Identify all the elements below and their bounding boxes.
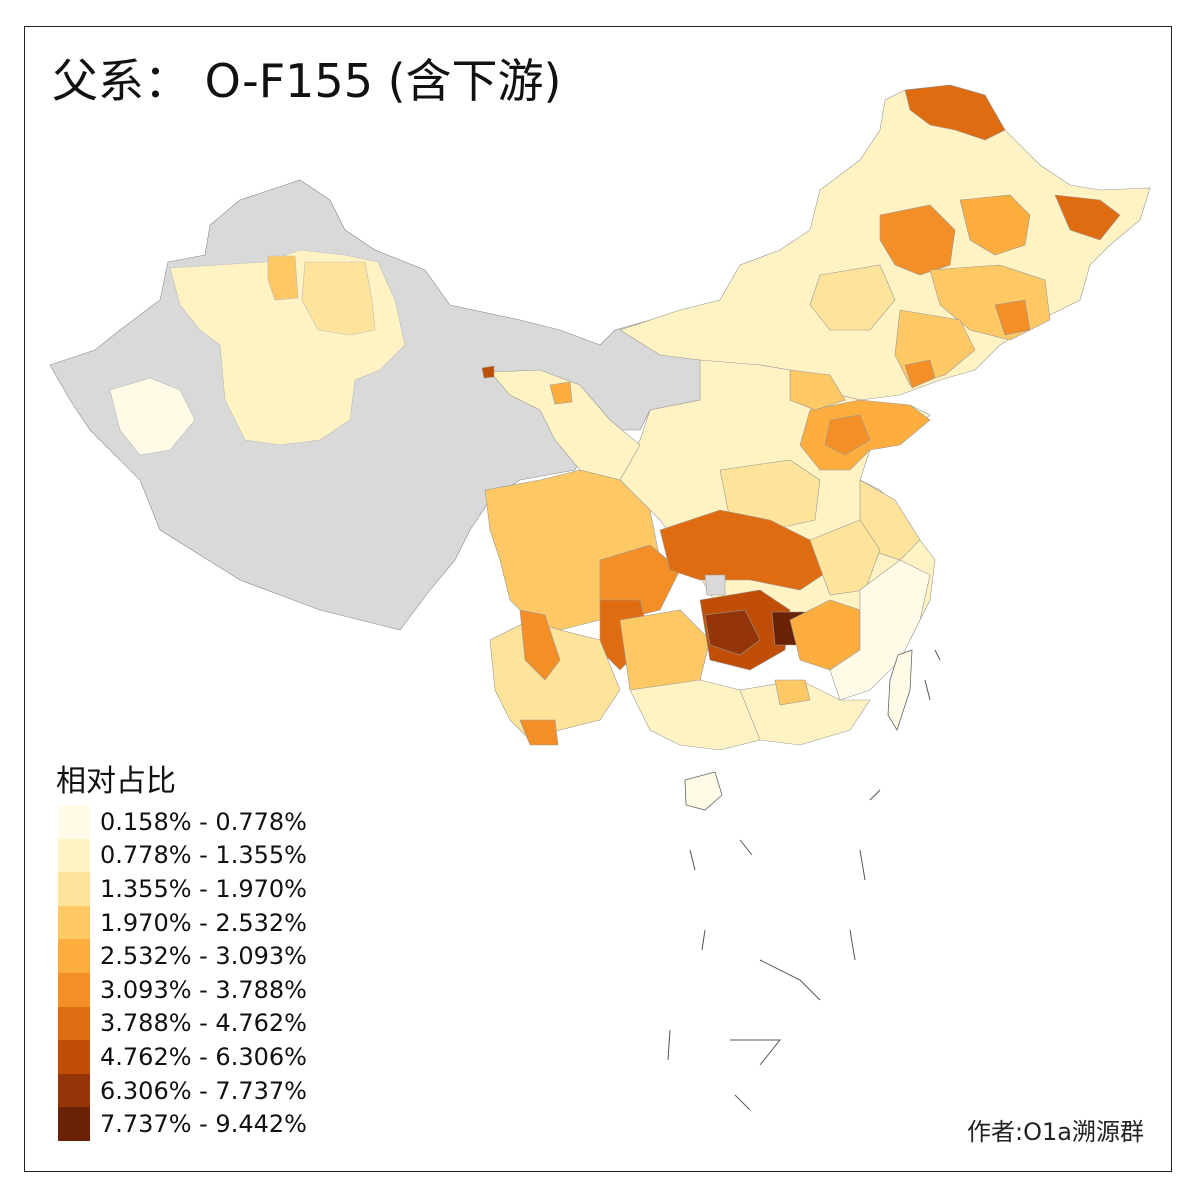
legend-item: 0.778% - 1.355%: [58, 838, 307, 873]
legend-swatch: [58, 872, 90, 906]
region-ne-b: [959, 194, 1031, 256]
legend-item: 4.762% - 6.306%: [58, 1040, 307, 1074]
region-yunnan-b: [519, 609, 561, 681]
legend-swatch: [58, 805, 90, 839]
legend-swatch: [58, 1107, 90, 1141]
legend-label: 7.737% - 9.442%: [100, 1110, 307, 1139]
region-ne-f: [809, 264, 896, 331]
legend-label: 4.762% - 6.306%: [100, 1042, 307, 1071]
legend-swatch: [58, 939, 90, 973]
legend: 0.158% - 0.778% 0.778% - 1.355% 1.355% -…: [58, 805, 307, 1141]
legend-item: 7.737% - 9.442%: [58, 1107, 307, 1141]
region-xinjiang-west: [109, 377, 196, 456]
author-credit: 作者:O1a溯源群: [967, 1118, 1144, 1146]
region-anhui: [809, 519, 881, 596]
legend-item: 6.306% - 7.737%: [58, 1073, 307, 1108]
legend-label: 1.355% - 1.970%: [100, 874, 307, 903]
legend-swatch: [58, 972, 90, 1007]
region-guangdong-b: [774, 679, 811, 706]
legend-label: 2.532% - 3.093%: [100, 942, 307, 971]
region-xinjiang-n2: [267, 255, 299, 301]
legend-swatch: [58, 838, 90, 873]
region-guangdong: [739, 679, 871, 746]
legend-swatch: [58, 905, 90, 940]
region-hebei: [789, 369, 846, 411]
legend-label: 3.093% - 3.788%: [100, 975, 307, 1004]
legend-item: 2.532% - 3.093%: [58, 939, 307, 973]
legend-swatch: [58, 1006, 90, 1041]
legend-item: 3.788% - 4.762%: [58, 1006, 307, 1041]
region-gansu-pt: [481, 365, 495, 379]
region-hubei: [659, 509, 831, 591]
legend-item: 1.970% - 2.532%: [58, 905, 307, 940]
south-sea-islands: [667, 649, 941, 1111]
legend-title: 相对占比: [56, 764, 176, 799]
region-xinjiang-n1: [301, 261, 376, 336]
region-zhejiang-fujian: [829, 559, 931, 701]
legend-swatch: [58, 1073, 90, 1108]
legend-item: 0.158% - 0.778%: [58, 805, 307, 839]
region-ne-e: [994, 299, 1031, 336]
region-ningxia: [549, 381, 573, 405]
legend-swatch: [58, 1040, 90, 1074]
region-ne-c: [1054, 194, 1121, 241]
legend-item: 1.355% - 1.970%: [58, 872, 307, 906]
legend-item: 3.093% - 3.788%: [58, 972, 307, 1007]
region-heilongjiang-north: [904, 84, 1006, 141]
region-yunnan-south: [519, 719, 559, 746]
legend-label: 0.778% - 1.355%: [100, 841, 307, 870]
legend-label: 6.306% - 7.737%: [100, 1076, 307, 1105]
region-hubei-lake: [704, 574, 726, 596]
region-taiwan: [887, 649, 913, 731]
legend-label: 3.788% - 4.762%: [100, 1009, 307, 1038]
legend-label: 0.158% - 0.778%: [100, 807, 307, 836]
region-shandong-b: [824, 414, 871, 456]
region-hainan: [684, 771, 723, 811]
map-title: 父系： O-F155 (含下游): [52, 54, 562, 108]
region-hunan-dark: [704, 609, 761, 656]
legend-label: 1.970% - 2.532%: [100, 908, 307, 937]
region-yunnan: [489, 619, 621, 741]
region-liaodong: [904, 359, 936, 389]
